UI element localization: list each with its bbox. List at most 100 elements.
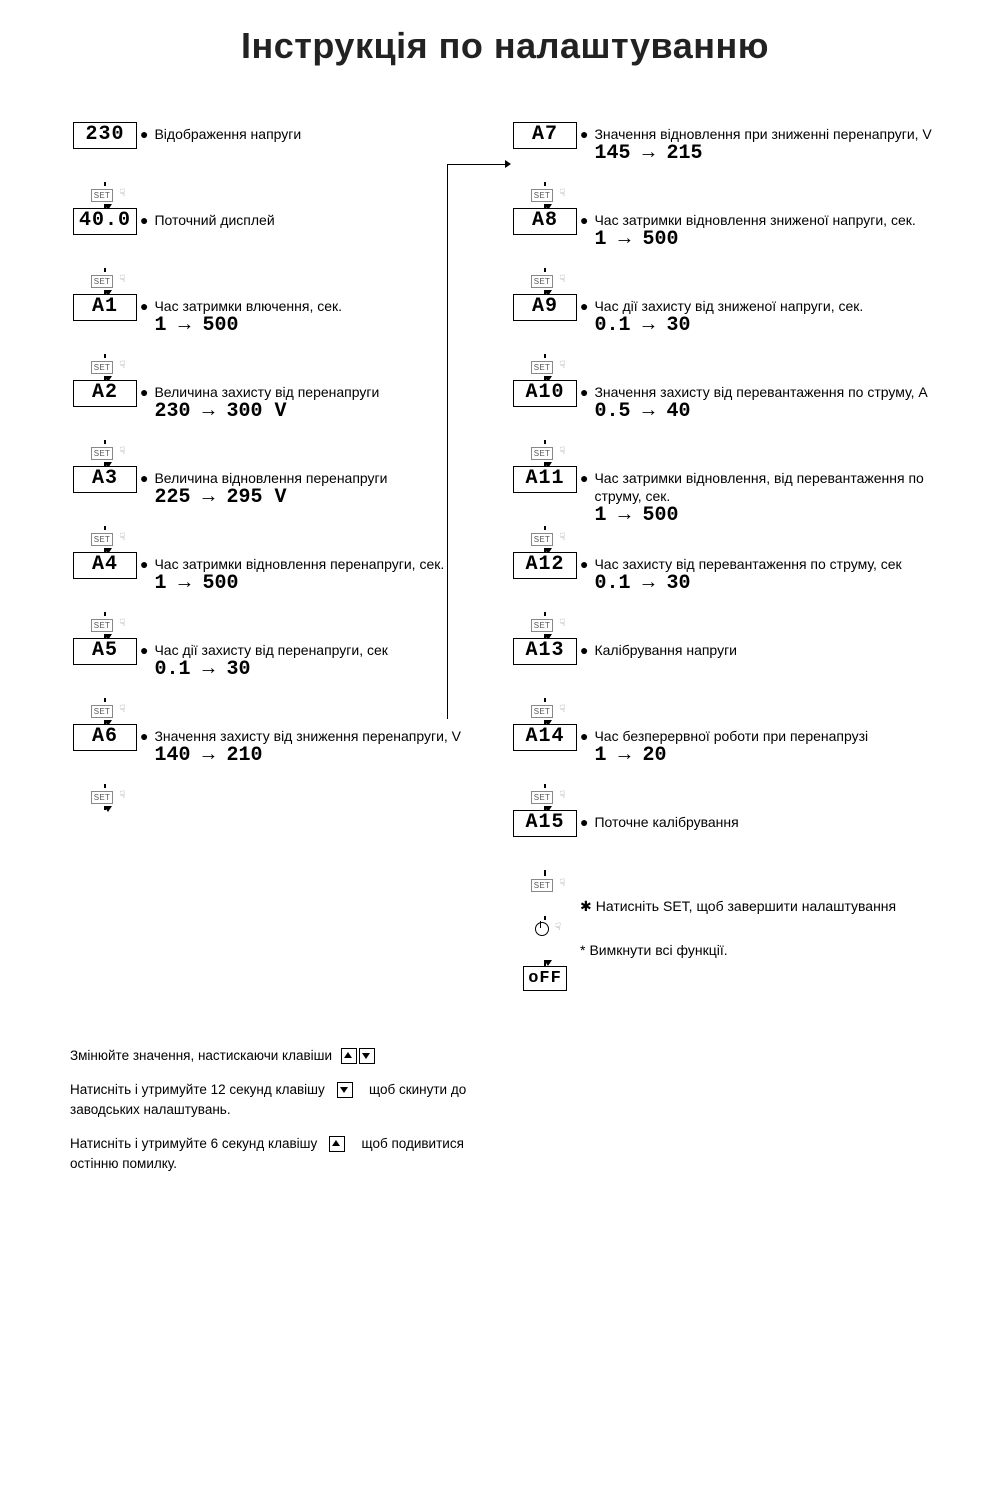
- hand-icon: ☟: [119, 188, 125, 199]
- set-button-icon: SET: [91, 791, 113, 804]
- set-button-icon: SET: [531, 189, 553, 202]
- hand-icon: ☟: [119, 618, 125, 629]
- hand-icon: ☟: [119, 360, 125, 371]
- param-label: Значення захисту від перевантаження по с…: [594, 383, 940, 401]
- param-label: Час захисту від перевантаження по струму…: [594, 555, 940, 573]
- down-key-icon: [337, 1082, 353, 1098]
- param-step: A12 ● Час захисту від перевантаження по …: [510, 552, 940, 612]
- param-range: 225 → 295 V: [154, 489, 500, 507]
- columns: 230 ● Відображення напруги SET☟ 40.0 ● П…: [70, 122, 940, 1026]
- bullet-icon: ●: [580, 641, 588, 659]
- up-key-icon: [341, 1048, 357, 1064]
- param-description: Відображення напруги: [154, 122, 500, 143]
- param-description: Час дії захисту від перенапруги, сек 0.1…: [154, 638, 500, 679]
- param-range: 1 → 500: [594, 231, 940, 249]
- set-button-icon: SET: [531, 447, 553, 460]
- end-note-text: Вимкнути всі функції.: [589, 942, 727, 958]
- flow-connector: SET ☟: [510, 182, 580, 208]
- param-label: Величина відновлення перенапруги: [154, 469, 500, 487]
- display-code: A14: [513, 724, 577, 751]
- end-note: ✱Натисніть SET, щоб завершити налаштуван…: [510, 894, 940, 916]
- param-label: Час дії захисту від зниженої напруги, се…: [594, 297, 940, 315]
- display-code: A7: [513, 122, 577, 149]
- display-code: A9: [513, 294, 577, 321]
- hand-icon: ☟: [559, 188, 565, 199]
- display-off: oFF: [523, 966, 567, 991]
- off-step: oFF: [510, 966, 940, 1026]
- footer-instructions: Змінюйте значення, настискаючи клавіши Н…: [70, 1046, 500, 1174]
- bullet-icon: ●: [140, 211, 148, 229]
- flow-connector: SET☟: [510, 268, 580, 294]
- param-step: A10 ● Значення захисту від перевантаженн…: [510, 380, 940, 440]
- bullet-icon: ●: [580, 469, 588, 487]
- param-label: Час затримки відновлення, від перевантаж…: [594, 469, 940, 505]
- footer-line-2: Натисніть і утримуйте 12 секунд клавішу …: [70, 1080, 500, 1120]
- param-label: Величина захисту від перенапруги: [154, 383, 500, 401]
- flow-connector: SET☟: [70, 182, 140, 208]
- display-code: A12: [513, 552, 577, 579]
- param-range: 1 → 500: [594, 507, 940, 525]
- display-code: A8: [513, 208, 577, 235]
- page: Інструкція по налаштуванню 230 ● Відобра…: [0, 0, 1000, 1500]
- flow-connector: SET ☟: [510, 698, 580, 724]
- flow-connector: SET ☟: [510, 784, 580, 810]
- flow-connector: SET☟: [70, 354, 140, 380]
- param-label: Час затримки відновлення зниженої напруг…: [594, 211, 940, 229]
- param-description: Час безперервної роботи при перенапрузі …: [594, 724, 940, 765]
- hand-icon: ☟: [559, 360, 565, 371]
- bullet-icon: ●: [140, 469, 148, 487]
- set-button-icon: SET: [531, 791, 553, 804]
- param-range: 140 → 210: [154, 747, 500, 765]
- hand-icon: ☟: [559, 878, 565, 889]
- set-button-icon: SET: [531, 705, 553, 718]
- flow-connector: SET☟: [510, 354, 580, 380]
- flow-connector: SET☟: [70, 698, 140, 724]
- param-step: A13 ● Калібрування напруги: [510, 638, 940, 698]
- bullet-icon: ●: [580, 555, 588, 573]
- hand-icon: ☟: [559, 446, 565, 457]
- flow-connector: SET ☟: [510, 440, 580, 466]
- display-code: A13: [513, 638, 577, 665]
- param-step: A15 ● Поточне калібрування: [510, 810, 940, 870]
- param-description: Значення захисту від перевантаження по с…: [594, 380, 940, 421]
- end-note: *Вимкнути всі функції.: [510, 938, 940, 960]
- param-range: 1 → 20: [594, 747, 940, 765]
- bullet-icon: ●: [140, 125, 148, 143]
- param-step: A9 ● Час дії захисту від зниженої напруг…: [510, 294, 940, 354]
- param-label: Поточний дисплей: [154, 211, 500, 229]
- param-label: Калібрування напруги: [594, 641, 940, 659]
- param-step: A5 ● Час дії захисту від перенапруги, се…: [70, 638, 500, 698]
- set-button-icon: SET: [91, 619, 113, 632]
- param-description: Час захисту від перевантаження по струму…: [594, 552, 940, 593]
- param-range: 1 → 500: [154, 317, 500, 335]
- flow-connector: SET☟: [70, 526, 140, 552]
- param-description: Значення захисту від зниження перенапруг…: [154, 724, 500, 765]
- param-description: Величина захисту від перенапруги 230 → 3…: [154, 380, 500, 421]
- up-key-icon: [329, 1136, 345, 1152]
- display-code: A2: [73, 380, 137, 407]
- hand-icon: ☟: [559, 704, 565, 715]
- param-range: 145 → 215: [594, 145, 940, 163]
- set-button-icon: SET: [531, 275, 553, 288]
- param-description: Час затримки відновлення зниженої напруг…: [594, 208, 940, 249]
- hand-icon: ☟: [559, 790, 565, 801]
- hand-icon: ☟: [119, 274, 125, 285]
- param-step: 230 ● Відображення напруги: [70, 122, 500, 182]
- param-label: Час затримки відновлення перенапруги, се…: [154, 555, 500, 573]
- param-range: 0.1 → 30: [154, 661, 500, 679]
- param-step: A14 ● Час безперервної роботи при перена…: [510, 724, 940, 784]
- param-range: 0.1 → 30: [594, 317, 940, 335]
- param-description: Поточний дисплей: [154, 208, 500, 229]
- param-step: A7 ● Значення відновлення при зниженні п…: [510, 122, 940, 182]
- param-description: Час затримки відновлення перенапруги, се…: [154, 552, 500, 593]
- footer-line-1: Змінюйте значення, настискаючи клавіши: [70, 1046, 500, 1066]
- param-label: Значення відновлення при зниженні перена…: [594, 125, 940, 143]
- footer-line-3: Натисніть і утримуйте 6 секунд клавішу щ…: [70, 1134, 500, 1174]
- bullet-icon: ●: [580, 125, 588, 143]
- display-code: A4: [73, 552, 137, 579]
- param-range: 0.5 → 40: [594, 403, 940, 421]
- param-step: A4 ● Час затримки відновлення перенапруг…: [70, 552, 500, 612]
- display-code: A6: [73, 724, 137, 751]
- param-description: Калібрування напруги: [594, 638, 940, 659]
- hand-icon: ☟: [555, 922, 561, 933]
